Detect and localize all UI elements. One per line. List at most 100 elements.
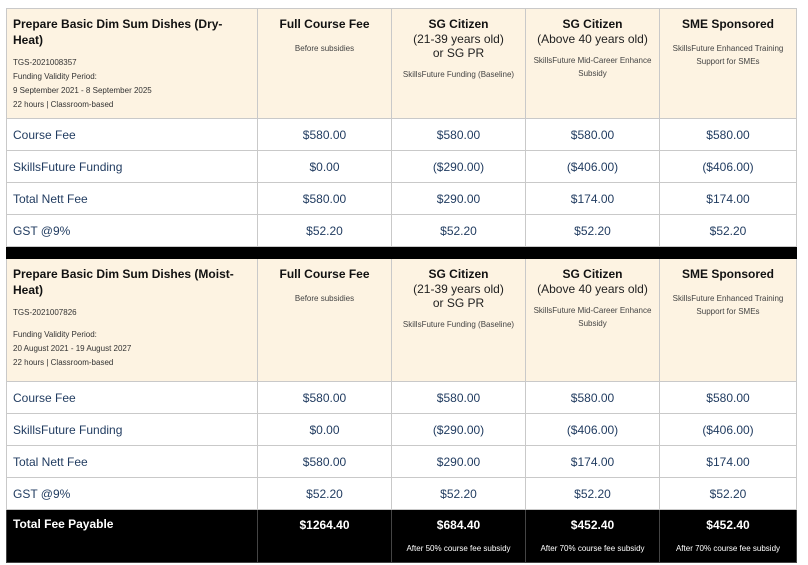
row-label: GST @9% (6, 214, 258, 247)
course1-row-skillsfuture-funding: SkillsFuture Funding $0.00 ($290.00) ($4… (6, 150, 797, 183)
row-value: ($406.00) (659, 150, 797, 183)
row-value: $52.20 (257, 477, 392, 510)
col-note: SkillsFuture Mid-Career Enhance Subsidy (533, 306, 652, 328)
course2-title: Prepare Basic Dim Sum Dishes (Moist-Heat… (13, 267, 234, 297)
course2-info-cell: Prepare Basic Dim Sum Dishes (Moist-Heat… (6, 258, 258, 382)
col-title: SG Citizen (562, 267, 623, 281)
col-note: SkillsFuture Enhanced Training Support f… (672, 44, 784, 66)
row-value: $580.00 (257, 381, 392, 414)
row-value: $52.20 (525, 477, 660, 510)
row-value: $52.20 (525, 214, 660, 247)
col-note: SkillsFuture Enhanced Training Support f… (672, 294, 784, 316)
row-value: ($406.00) (525, 413, 660, 446)
course2-code: TGS-2021007826 (13, 308, 77, 317)
row-value: ($406.00) (659, 413, 797, 446)
total-cell: $1264.40 (257, 509, 392, 563)
row-label: GST @9% (6, 477, 258, 510)
course1-row-gst: GST @9% $52.20 $52.20 $52.20 $52.20 (6, 214, 797, 247)
col-sub: or SG PR (432, 296, 485, 310)
row-label: SkillsFuture Funding (6, 413, 258, 446)
total-cell: $452.40 After 70% course fee subsidy (525, 509, 660, 563)
row-label: Total Nett Fee (6, 445, 258, 478)
course1-header-row: Prepare Basic Dim Sum Dishes (Dry-Heat) … (6, 8, 797, 119)
row-value: $580.00 (659, 118, 797, 151)
row-value: $52.20 (257, 214, 392, 247)
row-value: $52.20 (659, 214, 797, 247)
col-sub: (21-39 years old) (413, 282, 504, 296)
row-label: SkillsFuture Funding (6, 150, 258, 183)
total-note: After 70% course fee subsidy (540, 544, 645, 553)
col-title: Full Course Fee (279, 267, 370, 281)
total-amount: $452.40 (706, 518, 750, 532)
row-value: $580.00 (257, 445, 392, 478)
separator-cell (659, 246, 797, 259)
course-fee-table: Prepare Basic Dim Sum Dishes (Dry-Heat) … (6, 8, 797, 563)
row-value: ($406.00) (525, 150, 660, 183)
total-fee-row: Total Fee Payable $1264.40 $684.40 After… (6, 509, 797, 563)
total-note: After 70% course fee subsidy (675, 544, 781, 553)
course2-row-gst: GST @9% $52.20 $52.20 $52.20 $52.20 (6, 477, 797, 510)
col-title: SG Citizen (428, 17, 489, 31)
col-sub: (Above 40 years old) (537, 282, 648, 296)
course1-validity-label: Funding Validity Period: (13, 72, 97, 81)
col-title: SME Sponsored (681, 267, 774, 281)
row-value: $52.20 (659, 477, 797, 510)
course2-col-sme: SME Sponsored SkillsFuture Enhanced Trai… (659, 258, 797, 382)
col-note: Before subsidies (294, 44, 355, 53)
col-note: Before subsidies (294, 294, 355, 303)
course1-info-cell: Prepare Basic Dim Sum Dishes (Dry-Heat) … (6, 8, 258, 119)
total-amount: $452.40 (570, 518, 615, 532)
separator-cell (257, 246, 392, 259)
total-cell: $684.40 After 50% course fee subsidy (391, 509, 526, 563)
row-value: $580.00 (391, 118, 526, 151)
course2-col-sg-citizen-young: SG Citizen (21-39 years old) or SG PR Sk… (391, 258, 526, 382)
row-value: $0.00 (257, 150, 392, 183)
course2-col-full-fee: Full Course Fee Before subsidies (257, 258, 392, 382)
row-value: ($290.00) (391, 413, 526, 446)
col-sub: (21-39 years old) (413, 32, 504, 46)
course2-row-total-nett-fee: Total Nett Fee $580.00 $290.00 $174.00 $… (6, 445, 797, 478)
col-note: SkillsFuture Mid-Career Enhance Subsidy (533, 56, 652, 78)
course1-duration: 22 hours | Classroom-based (13, 100, 114, 109)
row-value: $174.00 (659, 182, 797, 215)
total-amount: $1264.40 (299, 518, 350, 532)
row-value: $174.00 (525, 445, 660, 478)
col-title: SME Sponsored (681, 17, 774, 31)
row-value: ($290.00) (391, 150, 526, 183)
separator-row (6, 246, 797, 259)
row-value: $52.20 (391, 214, 526, 247)
row-label: Total Nett Fee (6, 182, 258, 215)
course1-title: Prepare Basic Dim Sum Dishes (Dry-Heat) (13, 17, 223, 47)
course2-row-skillsfuture-funding: SkillsFuture Funding $0.00 ($290.00) ($4… (6, 413, 797, 446)
course1-row-course-fee: Course Fee $580.00 $580.00 $580.00 $580.… (6, 118, 797, 151)
row-value: $580.00 (391, 381, 526, 414)
total-amount: $684.40 (436, 518, 481, 532)
course1-col-sg-citizen-40: SG Citizen (Above 40 years old) SkillsFu… (525, 8, 660, 119)
course2-validity-label: Funding Validity Period: (13, 330, 97, 339)
separator-cell (391, 246, 526, 259)
course1-code: TGS-2021008357 (13, 58, 77, 67)
course1-validity: 9 September 2021 - 8 September 2025 (13, 86, 152, 95)
col-sub: (Above 40 years old) (537, 32, 648, 46)
course2-col-sg-citizen-40: SG Citizen (Above 40 years old) SkillsFu… (525, 258, 660, 382)
course1-col-sg-citizen-young: SG Citizen (21-39 years old) or SG PR Sk… (391, 8, 526, 119)
separator-cell (6, 246, 258, 259)
row-value: $52.20 (391, 477, 526, 510)
col-note: SkillsFuture Funding (Baseline) (402, 70, 515, 79)
course2-duration: 22 hours | Classroom-based (13, 358, 114, 367)
row-value: $0.00 (257, 413, 392, 446)
row-value: $580.00 (257, 182, 392, 215)
course1-col-full-fee: Full Course Fee Before subsidies (257, 8, 392, 119)
fee-table-wrapper: Prepare Basic Dim Sum Dishes (Dry-Heat) … (6, 8, 797, 563)
total-note: After 50% course fee subsidy (406, 544, 511, 553)
row-value: $580.00 (525, 381, 660, 414)
course2-row-course-fee: Course Fee $580.00 $580.00 $580.00 $580.… (6, 381, 797, 414)
course1-row-total-nett-fee: Total Nett Fee $580.00 $290.00 $174.00 $… (6, 182, 797, 215)
col-title: SG Citizen (428, 267, 489, 281)
course2-header-row: Prepare Basic Dim Sum Dishes (Moist-Heat… (6, 258, 797, 382)
row-value: $580.00 (659, 381, 797, 414)
row-value: $580.00 (257, 118, 392, 151)
row-value: $290.00 (391, 445, 526, 478)
total-label: Total Fee Payable (6, 509, 258, 563)
col-sub: or SG PR (432, 46, 485, 60)
